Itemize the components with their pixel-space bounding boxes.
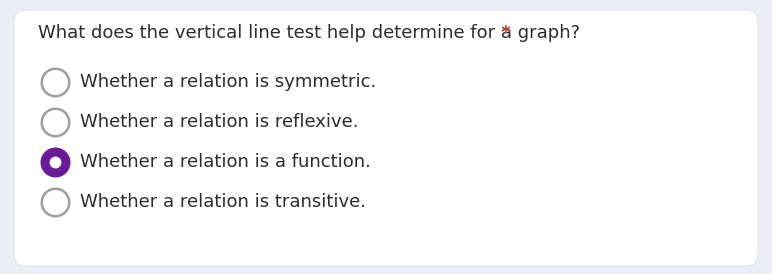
Point	[49, 160, 61, 164]
Point	[49, 80, 61, 84]
Point	[49, 200, 61, 204]
Text: What does the vertical line test help determine for a graph?: What does the vertical line test help de…	[38, 24, 580, 42]
Point	[49, 120, 61, 124]
Text: *: *	[495, 24, 511, 42]
FancyBboxPatch shape	[14, 10, 758, 266]
Point	[49, 160, 61, 164]
Text: Whether a relation is symmetric.: Whether a relation is symmetric.	[80, 73, 376, 91]
Text: Whether a relation is transitive.: Whether a relation is transitive.	[80, 193, 366, 211]
Text: Whether a relation is reflexive.: Whether a relation is reflexive.	[80, 113, 358, 131]
Text: Whether a relation is a function.: Whether a relation is a function.	[80, 153, 371, 171]
